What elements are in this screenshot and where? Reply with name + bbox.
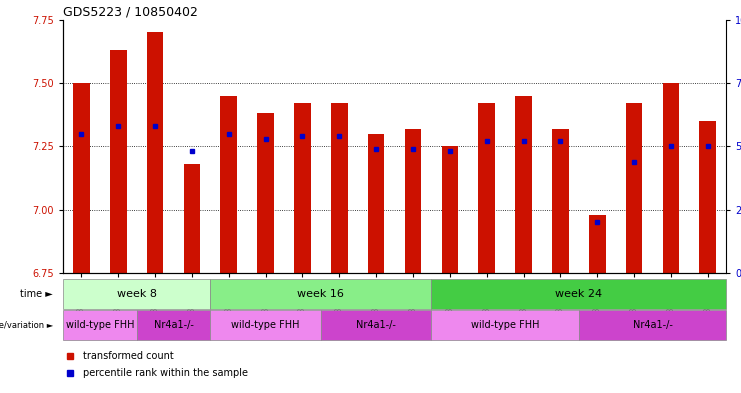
Bar bbox=[221, 95, 237, 273]
Text: Nr4a1-/-: Nr4a1-/- bbox=[633, 320, 672, 330]
Bar bbox=[431, 279, 726, 309]
Text: GDS5223 / 10850402: GDS5223 / 10850402 bbox=[63, 6, 198, 18]
Bar bbox=[73, 83, 90, 273]
Text: transformed count: transformed count bbox=[83, 351, 173, 361]
Bar bbox=[257, 114, 274, 273]
Bar bbox=[136, 310, 210, 340]
Bar bbox=[515, 95, 532, 273]
Bar bbox=[368, 134, 385, 273]
Bar bbox=[63, 310, 136, 340]
Bar bbox=[626, 103, 642, 273]
Text: percentile rank within the sample: percentile rank within the sample bbox=[83, 368, 248, 378]
Bar bbox=[700, 121, 716, 273]
Bar bbox=[63, 279, 210, 309]
Bar bbox=[331, 103, 348, 273]
Text: genotype/variation ►: genotype/variation ► bbox=[0, 321, 53, 330]
Bar bbox=[579, 310, 726, 340]
Text: Nr4a1-/-: Nr4a1-/- bbox=[153, 320, 193, 330]
Bar bbox=[442, 146, 458, 273]
Bar bbox=[405, 129, 422, 273]
Text: week 16: week 16 bbox=[297, 289, 345, 299]
Bar bbox=[431, 310, 579, 340]
Bar bbox=[294, 103, 310, 273]
Text: wild-type FHH: wild-type FHH bbox=[66, 320, 134, 330]
Text: week 8: week 8 bbox=[116, 289, 156, 299]
Bar bbox=[479, 103, 495, 273]
Bar bbox=[662, 83, 679, 273]
Bar bbox=[110, 50, 127, 273]
Bar bbox=[589, 215, 605, 273]
Bar bbox=[147, 32, 163, 273]
Bar bbox=[210, 279, 431, 309]
Bar bbox=[321, 310, 431, 340]
Text: wild-type FHH: wild-type FHH bbox=[231, 320, 300, 330]
Text: Nr4a1-/-: Nr4a1-/- bbox=[356, 320, 396, 330]
Bar bbox=[184, 164, 200, 273]
Text: wild-type FHH: wild-type FHH bbox=[471, 320, 539, 330]
Bar bbox=[210, 310, 321, 340]
Text: time ►: time ► bbox=[20, 289, 53, 299]
Bar bbox=[552, 129, 568, 273]
Text: week 24: week 24 bbox=[555, 289, 602, 299]
